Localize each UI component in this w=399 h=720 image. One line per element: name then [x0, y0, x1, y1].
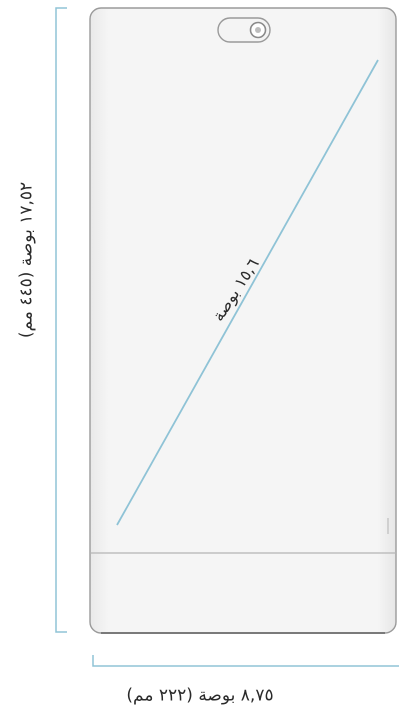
height-label: ١٧,٥٢ بوصة (٤٤٥ مم) [16, 181, 37, 339]
width-label: ٨,٧٥ بوصة (٢٢٢ مم) [126, 685, 274, 706]
width-bracket [92, 655, 399, 667]
device-side-mark [387, 518, 389, 534]
height-bracket [55, 7, 67, 633]
diagonal-line [116, 59, 379, 526]
device-body [89, 7, 397, 634]
camera-icon [217, 17, 271, 43]
device [89, 7, 397, 634]
